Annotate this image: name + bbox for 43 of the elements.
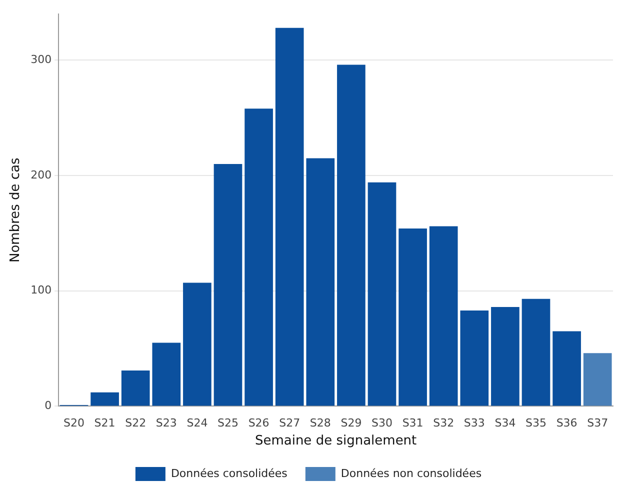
x-axis-title: Semaine de signalement [254,434,417,449]
bar [398,228,427,406]
x-tick-label: S28 [310,416,331,430]
bar [552,331,581,406]
x-tick-label: S35 [526,416,546,430]
x-tick-label: S25 [218,416,238,430]
x-tick-label: S23 [156,416,177,430]
bar [583,353,612,406]
x-tick-label: S37 [587,416,608,430]
x-tick-label: S32 [433,416,454,430]
y-tick-label: 200 [30,168,52,182]
bar [337,64,366,406]
bar [275,28,304,406]
bar [522,298,550,406]
y-tick-label: 100 [30,284,52,297]
legend-label: Données consolidées [170,466,288,480]
bar [152,342,181,406]
bar [214,164,242,406]
bar [460,310,489,406]
x-tick-label: S36 [556,416,578,430]
bar [90,392,119,406]
x-tick-label: S34 [494,416,516,430]
x-tick-label: S20 [64,416,84,430]
x-tick-label: S31 [402,416,424,430]
legend-label: Données non consolidées [340,466,482,480]
y-axis-title: Nombres de cas [8,157,24,263]
x-tick-label: S21 [94,416,116,430]
x-tick-label: S26 [248,416,270,430]
x-tick-label: S33 [464,416,485,430]
bar [121,370,150,406]
x-tick-label: S27 [279,416,300,430]
x-tick-label: S30 [372,416,392,430]
bar [368,182,396,406]
y-tick-label: 300 [30,53,52,66]
y-tick-label: 0 [44,399,52,412]
bar [244,108,273,406]
x-tick-label: S24 [186,416,208,430]
x-tick-label: S29 [340,416,362,430]
bar [306,158,335,406]
bar [491,306,520,406]
bar [429,226,458,406]
bar [183,282,212,406]
x-tick-label: S22 [125,416,146,430]
